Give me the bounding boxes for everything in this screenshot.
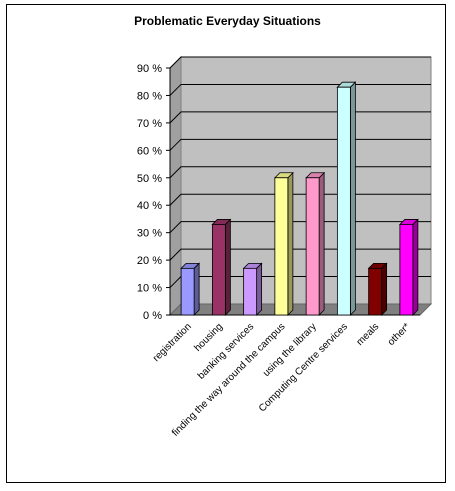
x-category-label: registration	[151, 321, 194, 364]
floor	[168, 303, 433, 316]
y-tick-label: 60 %	[137, 145, 162, 157]
bar-front	[274, 177, 289, 316]
gridline	[169, 56, 431, 69]
bar	[211, 218, 232, 316]
bar-front	[399, 224, 414, 316]
bar-front	[243, 267, 258, 316]
bar	[336, 81, 357, 316]
x-category-label: other*	[386, 321, 413, 348]
bar	[305, 171, 326, 316]
bar	[273, 171, 294, 316]
bar	[242, 262, 263, 316]
bar-side	[193, 262, 200, 316]
y-tick-label: 80 %	[137, 90, 162, 102]
x-category-label: meals	[355, 321, 382, 348]
bar-front	[336, 86, 351, 316]
x-category-label: banking services	[196, 321, 256, 381]
y-tick-label: 20 %	[137, 255, 162, 267]
bar-side	[381, 262, 388, 316]
y-tick-label: 40 %	[137, 200, 162, 212]
bar-side	[318, 171, 325, 316]
bar-side	[287, 171, 294, 316]
side-wall	[169, 55, 182, 317]
bar-side	[224, 218, 231, 316]
bar-side	[349, 81, 356, 316]
y-tick-label: 70 %	[137, 118, 162, 130]
bars	[180, 81, 419, 316]
y-axis: 0 % 10 % 20 % 30 % 40 % 50 % 60 % 70 % 80 % 90 %	[137, 63, 420, 322]
bar-front	[180, 267, 195, 316]
bar	[367, 262, 388, 316]
y-tick-label: 30 %	[137, 228, 162, 240]
y-tick-label: 50 %	[137, 173, 162, 185]
chart-title: Problematic Everyday Situations	[134, 14, 321, 28]
bar-front	[305, 177, 320, 316]
y-tick-label: 0 %	[143, 310, 162, 322]
bar-front	[211, 224, 226, 316]
bar-side	[412, 218, 419, 316]
y-tick-label: 10 %	[137, 283, 162, 295]
bar	[398, 218, 419, 316]
bar-side	[256, 262, 263, 316]
bar-front	[368, 267, 383, 316]
y-tick-label: 90 %	[137, 63, 162, 75]
bar	[180, 262, 201, 316]
x-category-label: finding the way around the campus	[170, 321, 287, 438]
